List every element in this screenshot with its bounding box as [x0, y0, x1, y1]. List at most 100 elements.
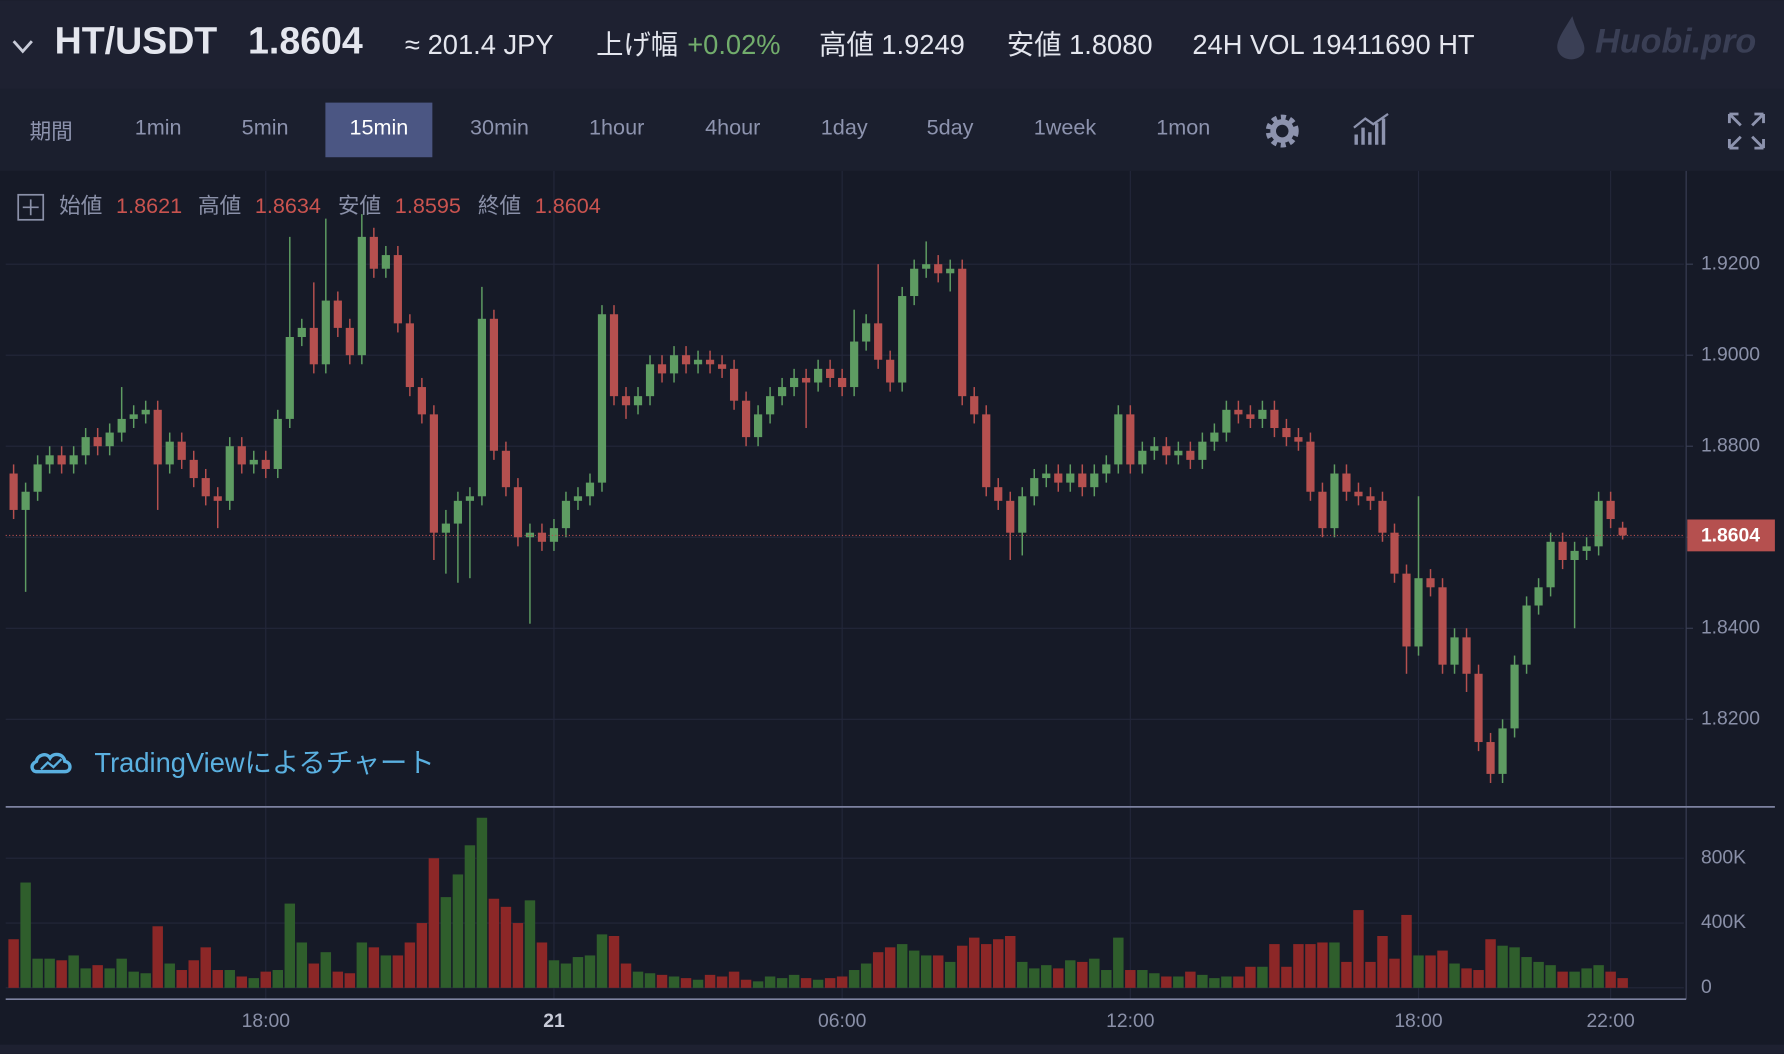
candle-body	[1258, 409, 1267, 419]
candle-body	[1534, 587, 1543, 606]
candle-body	[802, 377, 811, 383]
legend-value: 1.8604	[535, 193, 601, 218]
candle-body	[1090, 473, 1099, 488]
candle-body	[970, 396, 979, 415]
candle-body	[81, 437, 90, 456]
interval-button[interactable]: 4hour	[705, 114, 760, 139]
interval-button[interactable]: 1day	[821, 114, 868, 139]
volume-bar	[1017, 961, 1028, 988]
candle-body	[886, 359, 895, 383]
volume-bar	[644, 973, 656, 988]
chart-bg	[0, 170, 1784, 1045]
candle-body	[1582, 546, 1591, 551]
candle-body	[958, 268, 967, 397]
candle-body	[357, 236, 366, 356]
candle-body	[1378, 500, 1387, 533]
candle-body	[609, 314, 619, 397]
candle-body	[537, 532, 547, 542]
candle-body	[1510, 664, 1519, 729]
candle-body	[69, 455, 78, 465]
candle-body	[441, 523, 450, 533]
volume-bar	[1365, 961, 1376, 988]
volume-bar	[500, 906, 512, 988]
volume-bar	[824, 978, 836, 988]
volume-bar	[956, 945, 968, 988]
volume-bar	[884, 947, 896, 988]
footer-bar	[0, 1044, 1784, 1054]
interval-button[interactable]: 1hour	[589, 114, 644, 139]
volume-bar	[668, 976, 680, 988]
volume-bar	[20, 882, 31, 988]
volume-bar	[920, 955, 932, 988]
candle-body	[1606, 500, 1615, 520]
candle-body	[982, 414, 991, 488]
candle-body	[129, 414, 138, 419]
candle-body	[693, 359, 703, 365]
candle-body	[753, 414, 763, 438]
volume: 24H VOL 19411690 HT	[1192, 29, 1475, 60]
y-tick-label: 1.8800	[1701, 434, 1760, 456]
candle-body	[405, 323, 414, 388]
volume-bar	[1125, 970, 1136, 988]
candle-body	[1294, 437, 1303, 442]
logo-icon	[1557, 16, 1585, 60]
volume-bar	[344, 973, 356, 988]
candle-body	[922, 264, 931, 269]
candle-body	[1066, 473, 1075, 483]
candle-body	[153, 409, 162, 465]
candle-body	[1390, 532, 1399, 574]
dropdown-icon[interactable]	[12, 40, 33, 54]
interval-button[interactable]: 5min	[242, 114, 289, 139]
legend-label: 安値	[338, 193, 381, 218]
indicator-icon[interactable]	[1353, 113, 1389, 145]
volume-bar	[296, 942, 308, 988]
volume-bar	[44, 958, 55, 988]
x-tick-label: 06:00	[818, 1010, 866, 1032]
candle-body	[669, 355, 679, 374]
header-bar	[0, 0, 1784, 89]
volume-bar	[1413, 955, 1424, 988]
candle-body	[874, 323, 883, 360]
candle-body	[1138, 450, 1147, 465]
volume-bar	[200, 947, 211, 988]
settings-icon[interactable]	[1265, 114, 1299, 148]
volume-bar	[596, 934, 608, 988]
interval-button[interactable]: 1min	[135, 114, 182, 139]
volume-bar	[1341, 961, 1352, 988]
volume-bar	[164, 963, 175, 988]
plot: 18:00 21 06:00 12:00 18:00 22:00 1.8200 1.8400 1…	[5, 170, 1775, 1032]
volume-bar	[740, 979, 752, 988]
interval-button[interactable]: 30min	[470, 114, 529, 139]
candle-body	[1078, 473, 1087, 488]
volume-bar	[248, 978, 260, 988]
x-tick-label: 12:00	[1106, 1010, 1154, 1032]
volume-bar	[764, 976, 776, 988]
candle-body	[345, 327, 354, 356]
volume-bar	[728, 971, 740, 988]
interval-button[interactable]: 1mon	[1156, 114, 1210, 139]
fullscreen-icon[interactable]	[1727, 112, 1765, 150]
candle-body	[1006, 500, 1015, 533]
volume-bar	[776, 978, 788, 988]
interval-button[interactable]: 15min	[349, 114, 408, 139]
candle-body	[105, 432, 114, 447]
candle-body	[33, 464, 42, 492]
interval-button[interactable]: 5day	[927, 114, 974, 139]
candle-body	[417, 387, 426, 415]
candle-body	[1222, 409, 1231, 433]
volume-bar	[524, 900, 536, 988]
low: 安値 1.8080	[1007, 29, 1153, 60]
candle-body	[838, 377, 847, 388]
volume-bar	[140, 973, 151, 988]
candle-body	[657, 364, 667, 374]
interval-button[interactable]: 1week	[1034, 114, 1097, 139]
volume-bar	[1509, 947, 1520, 988]
candle-body	[213, 496, 222, 501]
legend-label: 高値	[198, 193, 241, 218]
volume-bar	[860, 963, 872, 988]
volume-bar	[1497, 945, 1508, 988]
volume-bar	[1473, 970, 1484, 988]
volume-bar	[680, 978, 692, 988]
candle-body	[1306, 441, 1315, 492]
active-interval-bg[interactable]	[325, 102, 433, 158]
